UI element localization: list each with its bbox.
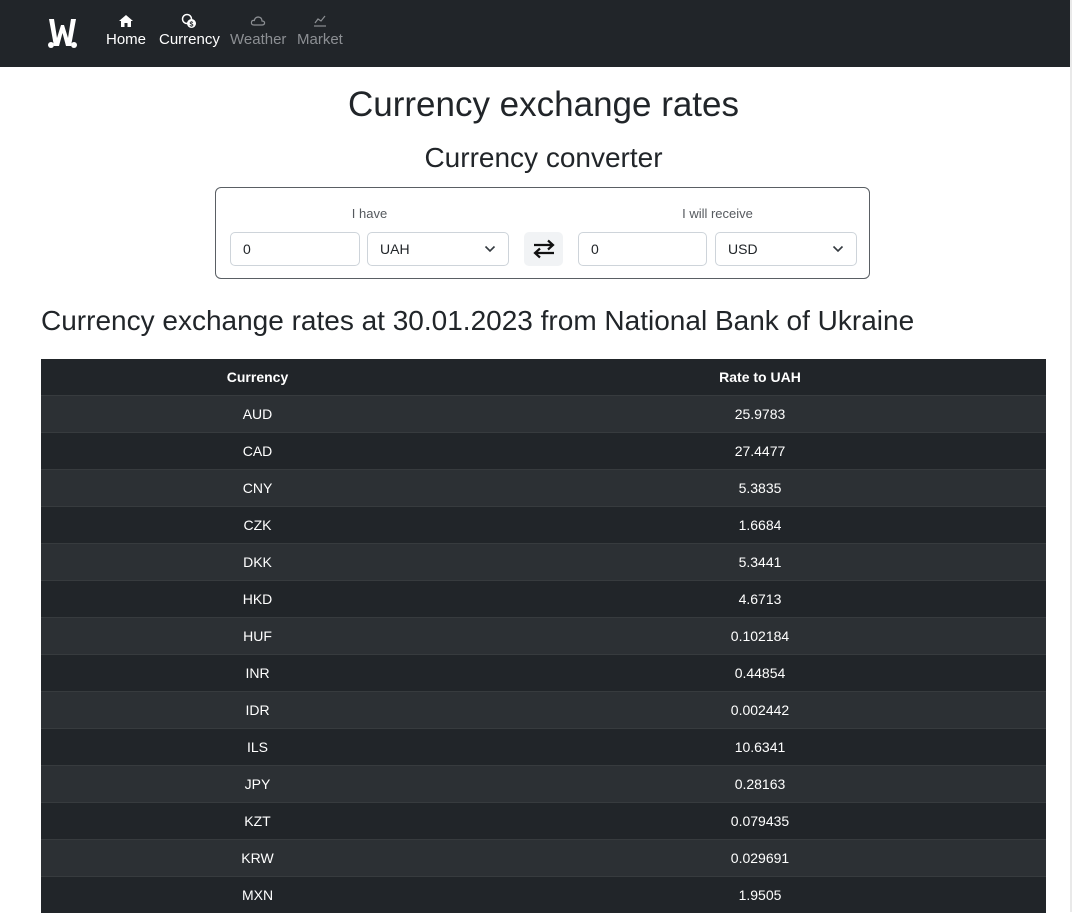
column-header-rate: Rate to UAH bbox=[474, 359, 1046, 396]
converter-title: Currency converter bbox=[0, 141, 1072, 175]
svg-text:$: $ bbox=[190, 21, 194, 28]
currency-code-cell: ILS bbox=[41, 729, 474, 766]
w-logo-icon[interactable] bbox=[46, 16, 79, 49]
currency-code-cell: INR bbox=[41, 655, 474, 692]
coins-icon: $ bbox=[181, 13, 197, 29]
rates-table: Currency Rate to UAH AUD 25.9783 CAD 27.… bbox=[41, 359, 1046, 913]
have-currency-value: UAH bbox=[380, 241, 410, 257]
receive-currency-select[interactable]: USD bbox=[715, 232, 857, 266]
rate-cell: 5.3441 bbox=[474, 544, 1046, 581]
rate-cell: 4.6713 bbox=[474, 581, 1046, 618]
currency-code-cell: CAD bbox=[41, 433, 474, 470]
chevron-down-icon bbox=[484, 244, 496, 254]
nav-item-market[interactable]: Market bbox=[297, 13, 343, 49]
rates-table-body: AUD 25.9783 CAD 27.4477 CNY 5.3835 CZK 1… bbox=[41, 396, 1046, 913]
nav-label-weather: Weather bbox=[230, 31, 286, 49]
rate-cell: 25.9783 bbox=[474, 396, 1046, 433]
top-navbar: Home $ Currency Weather Market bbox=[0, 0, 1070, 67]
currency-code-cell: JPY bbox=[41, 766, 474, 803]
swap-currencies-button[interactable] bbox=[524, 232, 563, 266]
table-row: CZK 1.6684 bbox=[41, 507, 1046, 544]
have-amount-input[interactable]: 0 bbox=[230, 232, 360, 266]
rate-cell: 1.6684 bbox=[474, 507, 1046, 544]
cloud-icon bbox=[250, 13, 266, 29]
page-title: Currency exchange rates bbox=[0, 84, 1072, 126]
home-icon bbox=[118, 13, 134, 29]
nav-item-weather[interactable]: Weather bbox=[230, 13, 286, 49]
nav-label-home: Home bbox=[106, 31, 146, 49]
table-row: AUD 25.9783 bbox=[41, 396, 1046, 433]
rate-cell: 0.102184 bbox=[474, 618, 1046, 655]
table-row: MXN 1.9505 bbox=[41, 877, 1046, 913]
rate-cell: 0.44854 bbox=[474, 655, 1046, 692]
column-header-currency: Currency bbox=[41, 359, 474, 396]
chart-line-icon bbox=[312, 13, 328, 29]
nav-item-home[interactable]: Home bbox=[106, 13, 146, 49]
currency-code-cell: CNY bbox=[41, 470, 474, 507]
rate-cell: 0.002442 bbox=[474, 692, 1046, 729]
have-label: I have bbox=[230, 206, 509, 221]
currency-code-cell: HKD bbox=[41, 581, 474, 618]
table-row: HKD 4.6713 bbox=[41, 581, 1046, 618]
rate-cell: 0.28163 bbox=[474, 766, 1046, 803]
table-row: INR 0.44854 bbox=[41, 655, 1046, 692]
receive-amount-input[interactable]: 0 bbox=[578, 232, 707, 266]
table-row: CAD 27.4477 bbox=[41, 433, 1046, 470]
currency-code-cell: KRW bbox=[41, 840, 474, 877]
currency-code-cell: HUF bbox=[41, 618, 474, 655]
swap-arrows-icon bbox=[532, 239, 556, 259]
currency-code-cell: DKK bbox=[41, 544, 474, 581]
currency-code-cell: CZK bbox=[41, 507, 474, 544]
table-row: DKK 5.3441 bbox=[41, 544, 1046, 581]
table-row: KZT 0.079435 bbox=[41, 803, 1046, 840]
rate-cell: 1.9505 bbox=[474, 877, 1046, 913]
table-row: CNY 5.3835 bbox=[41, 470, 1046, 507]
table-row: IDR 0.002442 bbox=[41, 692, 1046, 729]
rate-cell: 0.029691 bbox=[474, 840, 1046, 877]
table-row: ILS 10.6341 bbox=[41, 729, 1046, 766]
have-currency-select[interactable]: UAH bbox=[367, 232, 509, 266]
currency-code-cell: MXN bbox=[41, 877, 474, 913]
nav-label-currency: Currency bbox=[159, 31, 220, 49]
rate-cell: 10.6341 bbox=[474, 729, 1046, 766]
currency-code-cell: KZT bbox=[41, 803, 474, 840]
nav-item-currency[interactable]: $ Currency bbox=[159, 13, 220, 49]
table-header-row: Currency Rate to UAH bbox=[41, 359, 1046, 396]
currency-code-cell: AUD bbox=[41, 396, 474, 433]
nav-label-market: Market bbox=[297, 31, 343, 49]
currency-code-cell: IDR bbox=[41, 692, 474, 729]
chevron-down-icon bbox=[832, 244, 844, 254]
table-row: KRW 0.029691 bbox=[41, 840, 1046, 877]
rate-cell: 5.3835 bbox=[474, 470, 1046, 507]
receive-currency-value: USD bbox=[728, 241, 758, 257]
rate-cell: 0.079435 bbox=[474, 803, 1046, 840]
receive-label: I will receive bbox=[578, 206, 857, 221]
table-row: HUF 0.102184 bbox=[41, 618, 1046, 655]
rates-title: Currency exchange rates at 30.01.2023 fr… bbox=[41, 303, 914, 339]
rate-cell: 27.4477 bbox=[474, 433, 1046, 470]
table-row: JPY 0.28163 bbox=[41, 766, 1046, 803]
